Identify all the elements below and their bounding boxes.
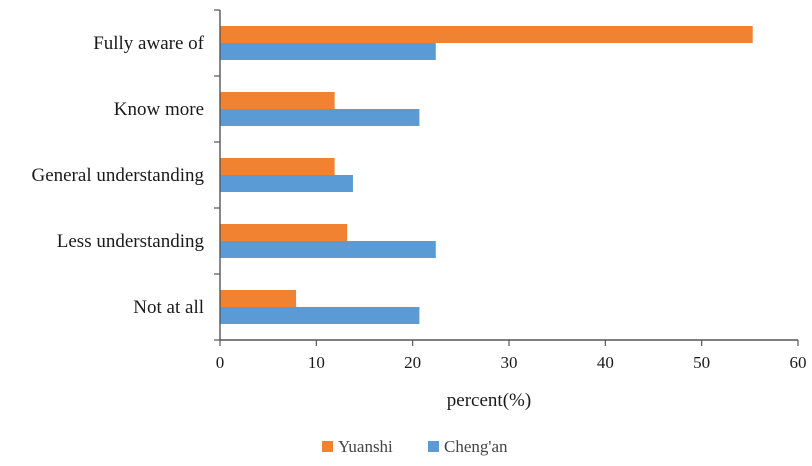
- x-tick-label: 0: [216, 353, 225, 372]
- category-label: Less understanding: [57, 231, 205, 252]
- x-tick-label: 30: [501, 353, 518, 372]
- legend-label: Yuanshi: [338, 437, 393, 456]
- x-tick-label: 40: [597, 353, 614, 372]
- category-labels: Fully aware of Know more General understan…: [31, 33, 204, 318]
- bar-chengan-0: [220, 43, 436, 60]
- category-label: Fully aware of: [93, 33, 204, 54]
- legend-swatch: [428, 441, 439, 452]
- x-tick-label: 50: [693, 353, 710, 372]
- bar-chengan-2: [220, 175, 353, 192]
- x-axis-title: percent(%): [447, 390, 531, 411]
- bar-yuanshi-4: [220, 290, 297, 307]
- bar-chengan-1: [220, 109, 420, 126]
- category-label: General understanding: [31, 165, 204, 186]
- x-tick-label: 10: [308, 353, 325, 372]
- legend-label: Cheng'an: [444, 437, 508, 456]
- bar-yuanshi-2: [220, 158, 335, 175]
- legend-swatch: [322, 441, 333, 452]
- bar-chengan-4: [220, 307, 420, 324]
- x-tick-label: 60: [790, 353, 807, 372]
- x-tick-label: 20: [404, 353, 421, 372]
- x-tick-labels: 0 10 20 30 40 50 60: [216, 340, 807, 372]
- bars-layer: [220, 26, 753, 324]
- category-label: Know more: [114, 99, 204, 120]
- bar-yuanshi-1: [220, 92, 335, 109]
- bar-yuanshi-0: [220, 26, 753, 43]
- category-label: Not at all: [133, 297, 204, 318]
- bar-yuanshi-3: [220, 224, 348, 241]
- bar-chengan-3: [220, 241, 436, 258]
- legend: Yuanshi Cheng'an: [322, 437, 508, 456]
